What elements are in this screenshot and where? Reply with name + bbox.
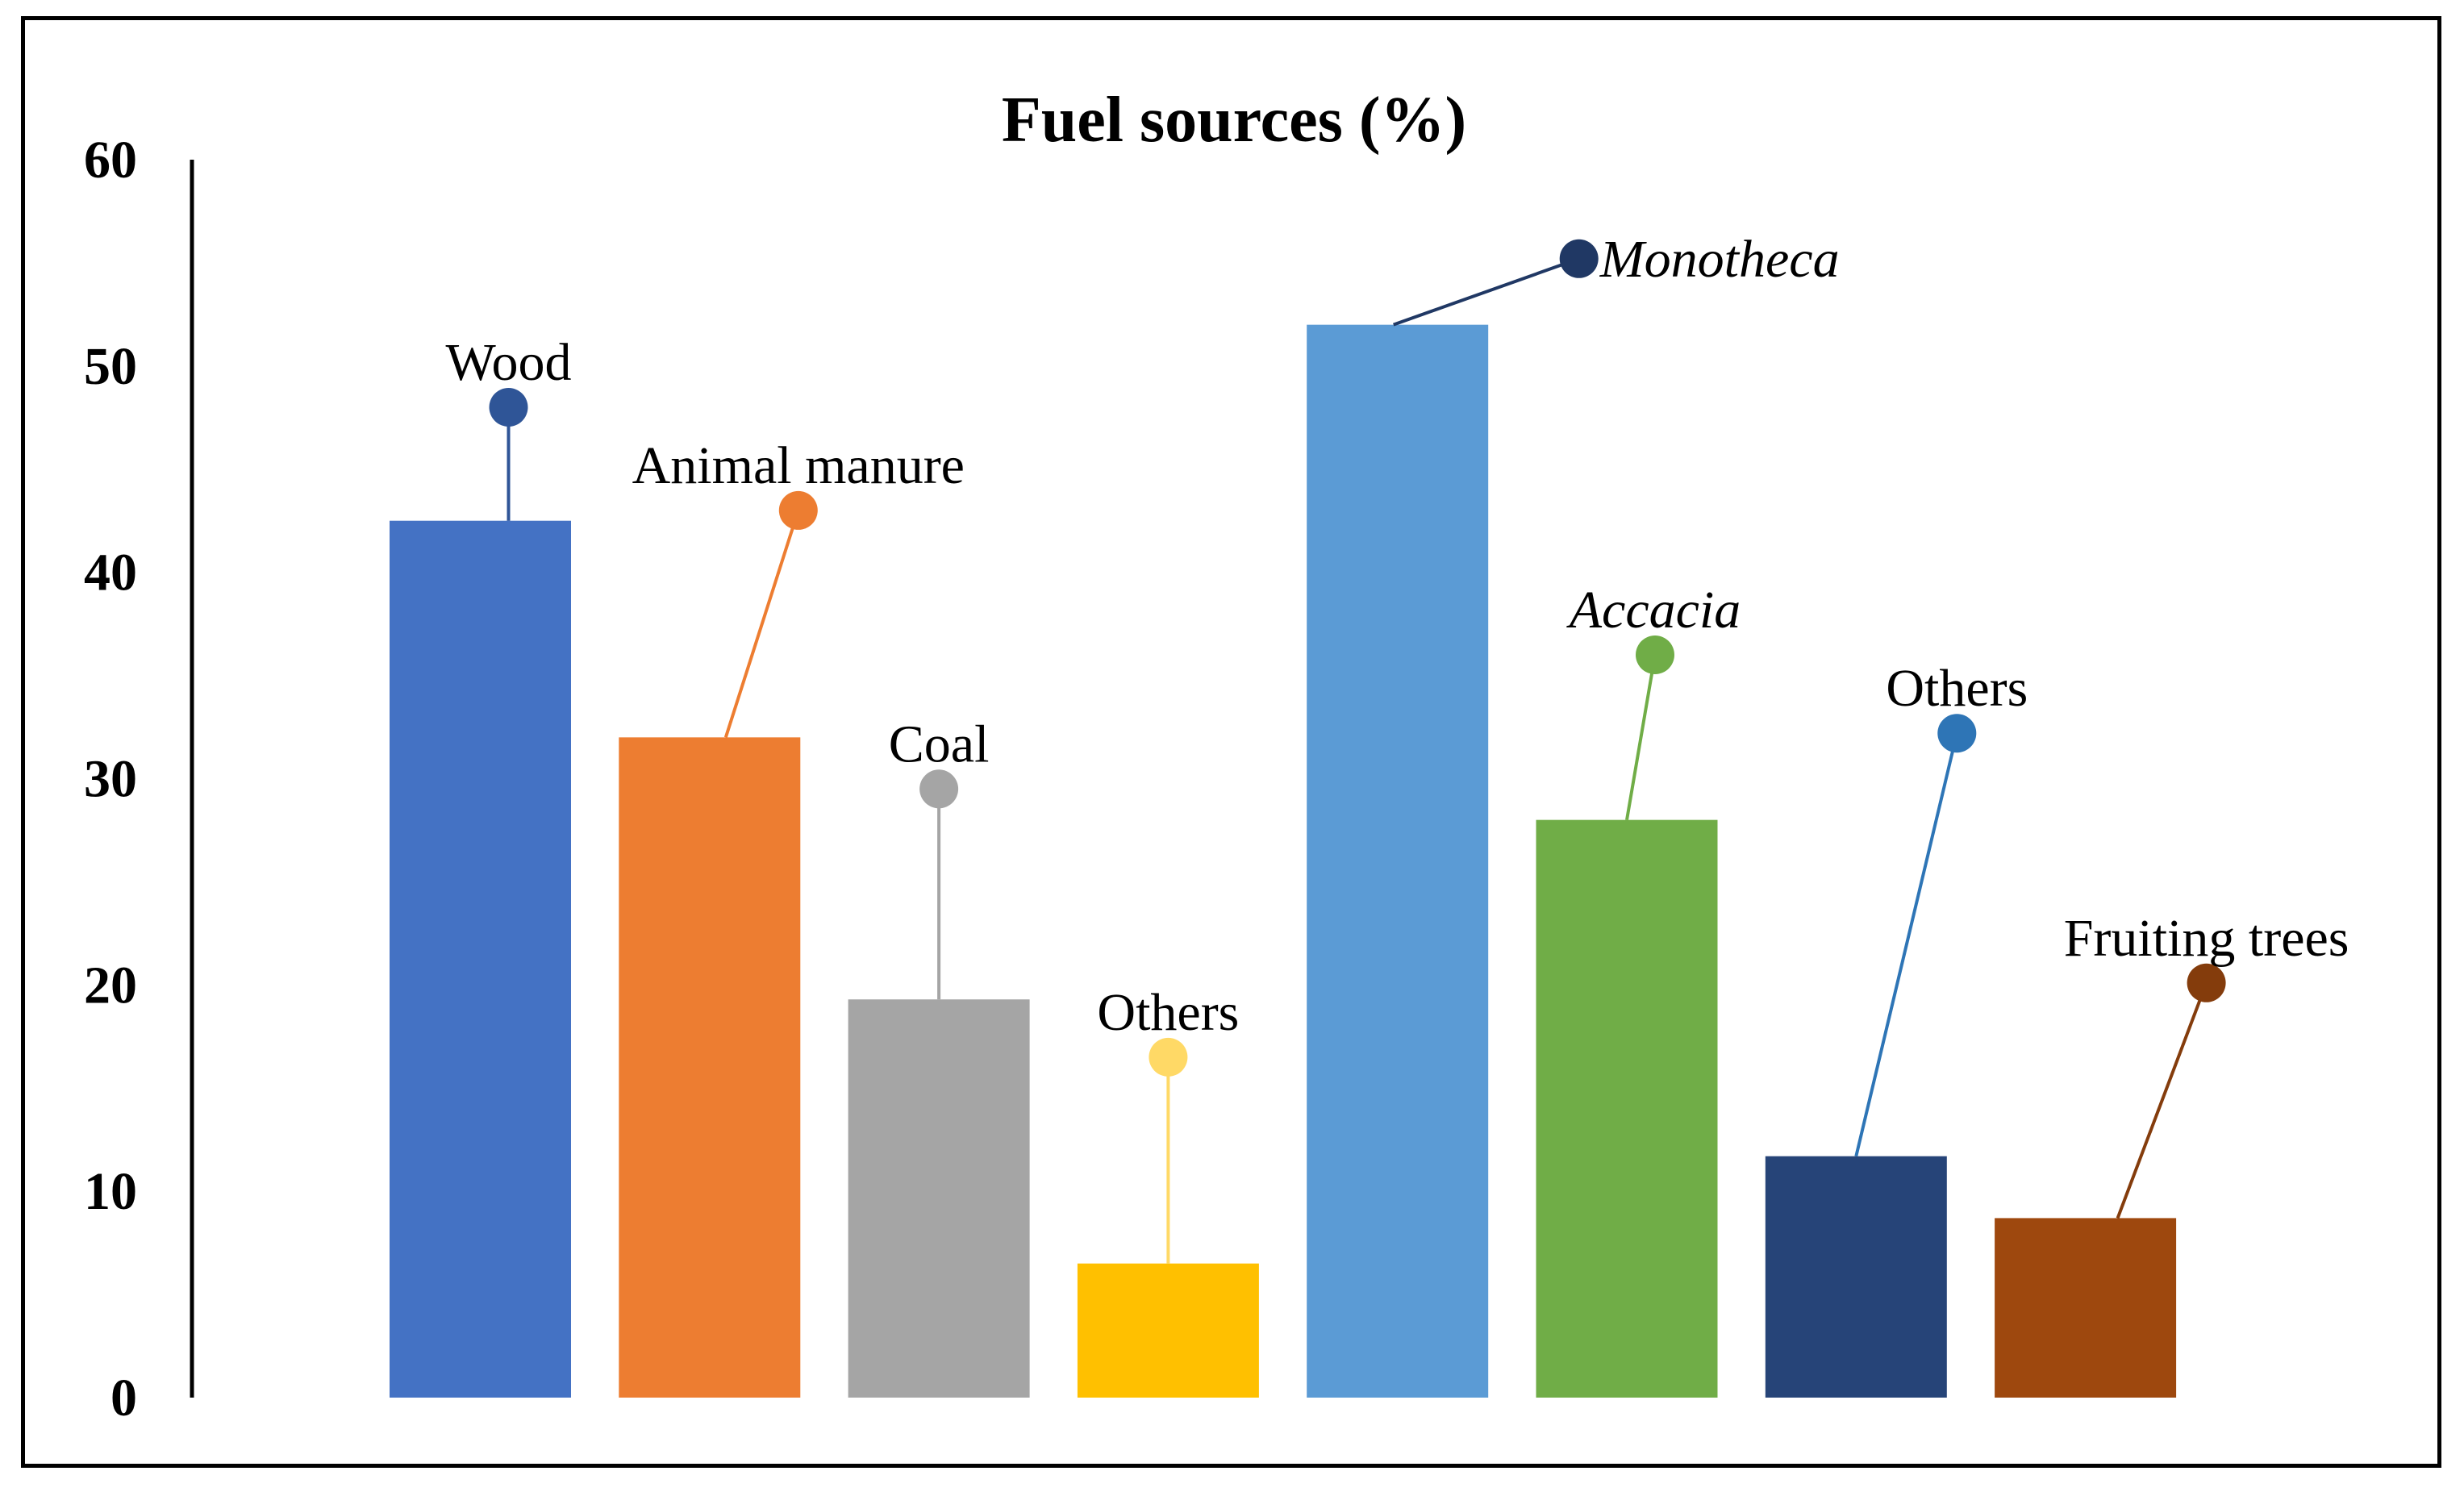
data-label-monotheca-4: Monotheca <box>1599 230 1840 289</box>
data-label-animal-manure-1: Animal manure <box>632 436 965 495</box>
leader-lines-group <box>489 239 2226 1264</box>
data-label-others-6: Others <box>1886 659 2028 718</box>
y-tick-label-40: 40 <box>84 544 137 602</box>
data-label-fruiting-trees-7: Fruiting trees <box>2064 909 2349 968</box>
y-tick-label-10: 10 <box>84 1162 137 1221</box>
y-tick-label-50: 50 <box>84 337 137 396</box>
chart-title: Fuel sources (%) <box>1002 85 1466 156</box>
bar-animal-manure-1 <box>619 737 801 1398</box>
leader-line-monotheca-4 <box>1393 256 1580 327</box>
data-label-accacia-5: Accacia <box>1566 581 1741 640</box>
bar-others-6 <box>1765 1156 1947 1398</box>
leader-line-animal-manure-1 <box>723 510 800 738</box>
y-tick-labels: 0 10 20 30 40 50 60 <box>84 131 137 1427</box>
y-tick-label-20: 20 <box>84 956 137 1015</box>
bar-fruiting-trees-7 <box>1995 1218 2177 1398</box>
label-dot-animal-manure-1 <box>778 490 818 530</box>
leader-line-others-6 <box>1854 732 1959 1157</box>
label-dot-accacia-5 <box>1636 635 1674 674</box>
y-tick-label-30: 30 <box>84 750 137 809</box>
bars-group <box>390 324 2177 1398</box>
label-dot-monotheca-4 <box>1559 239 1599 278</box>
bar-others-3 <box>1077 1263 1259 1398</box>
y-tick-label-60: 60 <box>84 131 137 190</box>
label-dot-coal-2 <box>919 769 959 809</box>
data-label-others-3: Others <box>1097 983 1239 1042</box>
bar-accacia-5 <box>1536 819 1718 1398</box>
leader-line-fruiting-trees-7 <box>2116 982 2208 1219</box>
bar-wood-0 <box>390 520 571 1398</box>
data-label-coal-2: Coal <box>889 715 990 773</box>
label-dot-others-6 <box>1937 714 1977 753</box>
bar-monotheca-4 <box>1307 324 1489 1398</box>
data-label-wood-0: Wood <box>445 333 571 392</box>
data-labels-group: Wood Animal manure Coal Others Monotheca Acca… <box>445 230 2349 1042</box>
leader-line-accacia-5 <box>1625 654 1657 821</box>
bar-coal-2 <box>848 999 1030 1398</box>
label-dot-wood-0 <box>489 388 528 427</box>
label-dot-fruiting-trees-7 <box>2187 963 2226 1002</box>
label-dot-others-3 <box>1149 1037 1188 1077</box>
y-tick-label-0: 0 <box>110 1369 137 1427</box>
